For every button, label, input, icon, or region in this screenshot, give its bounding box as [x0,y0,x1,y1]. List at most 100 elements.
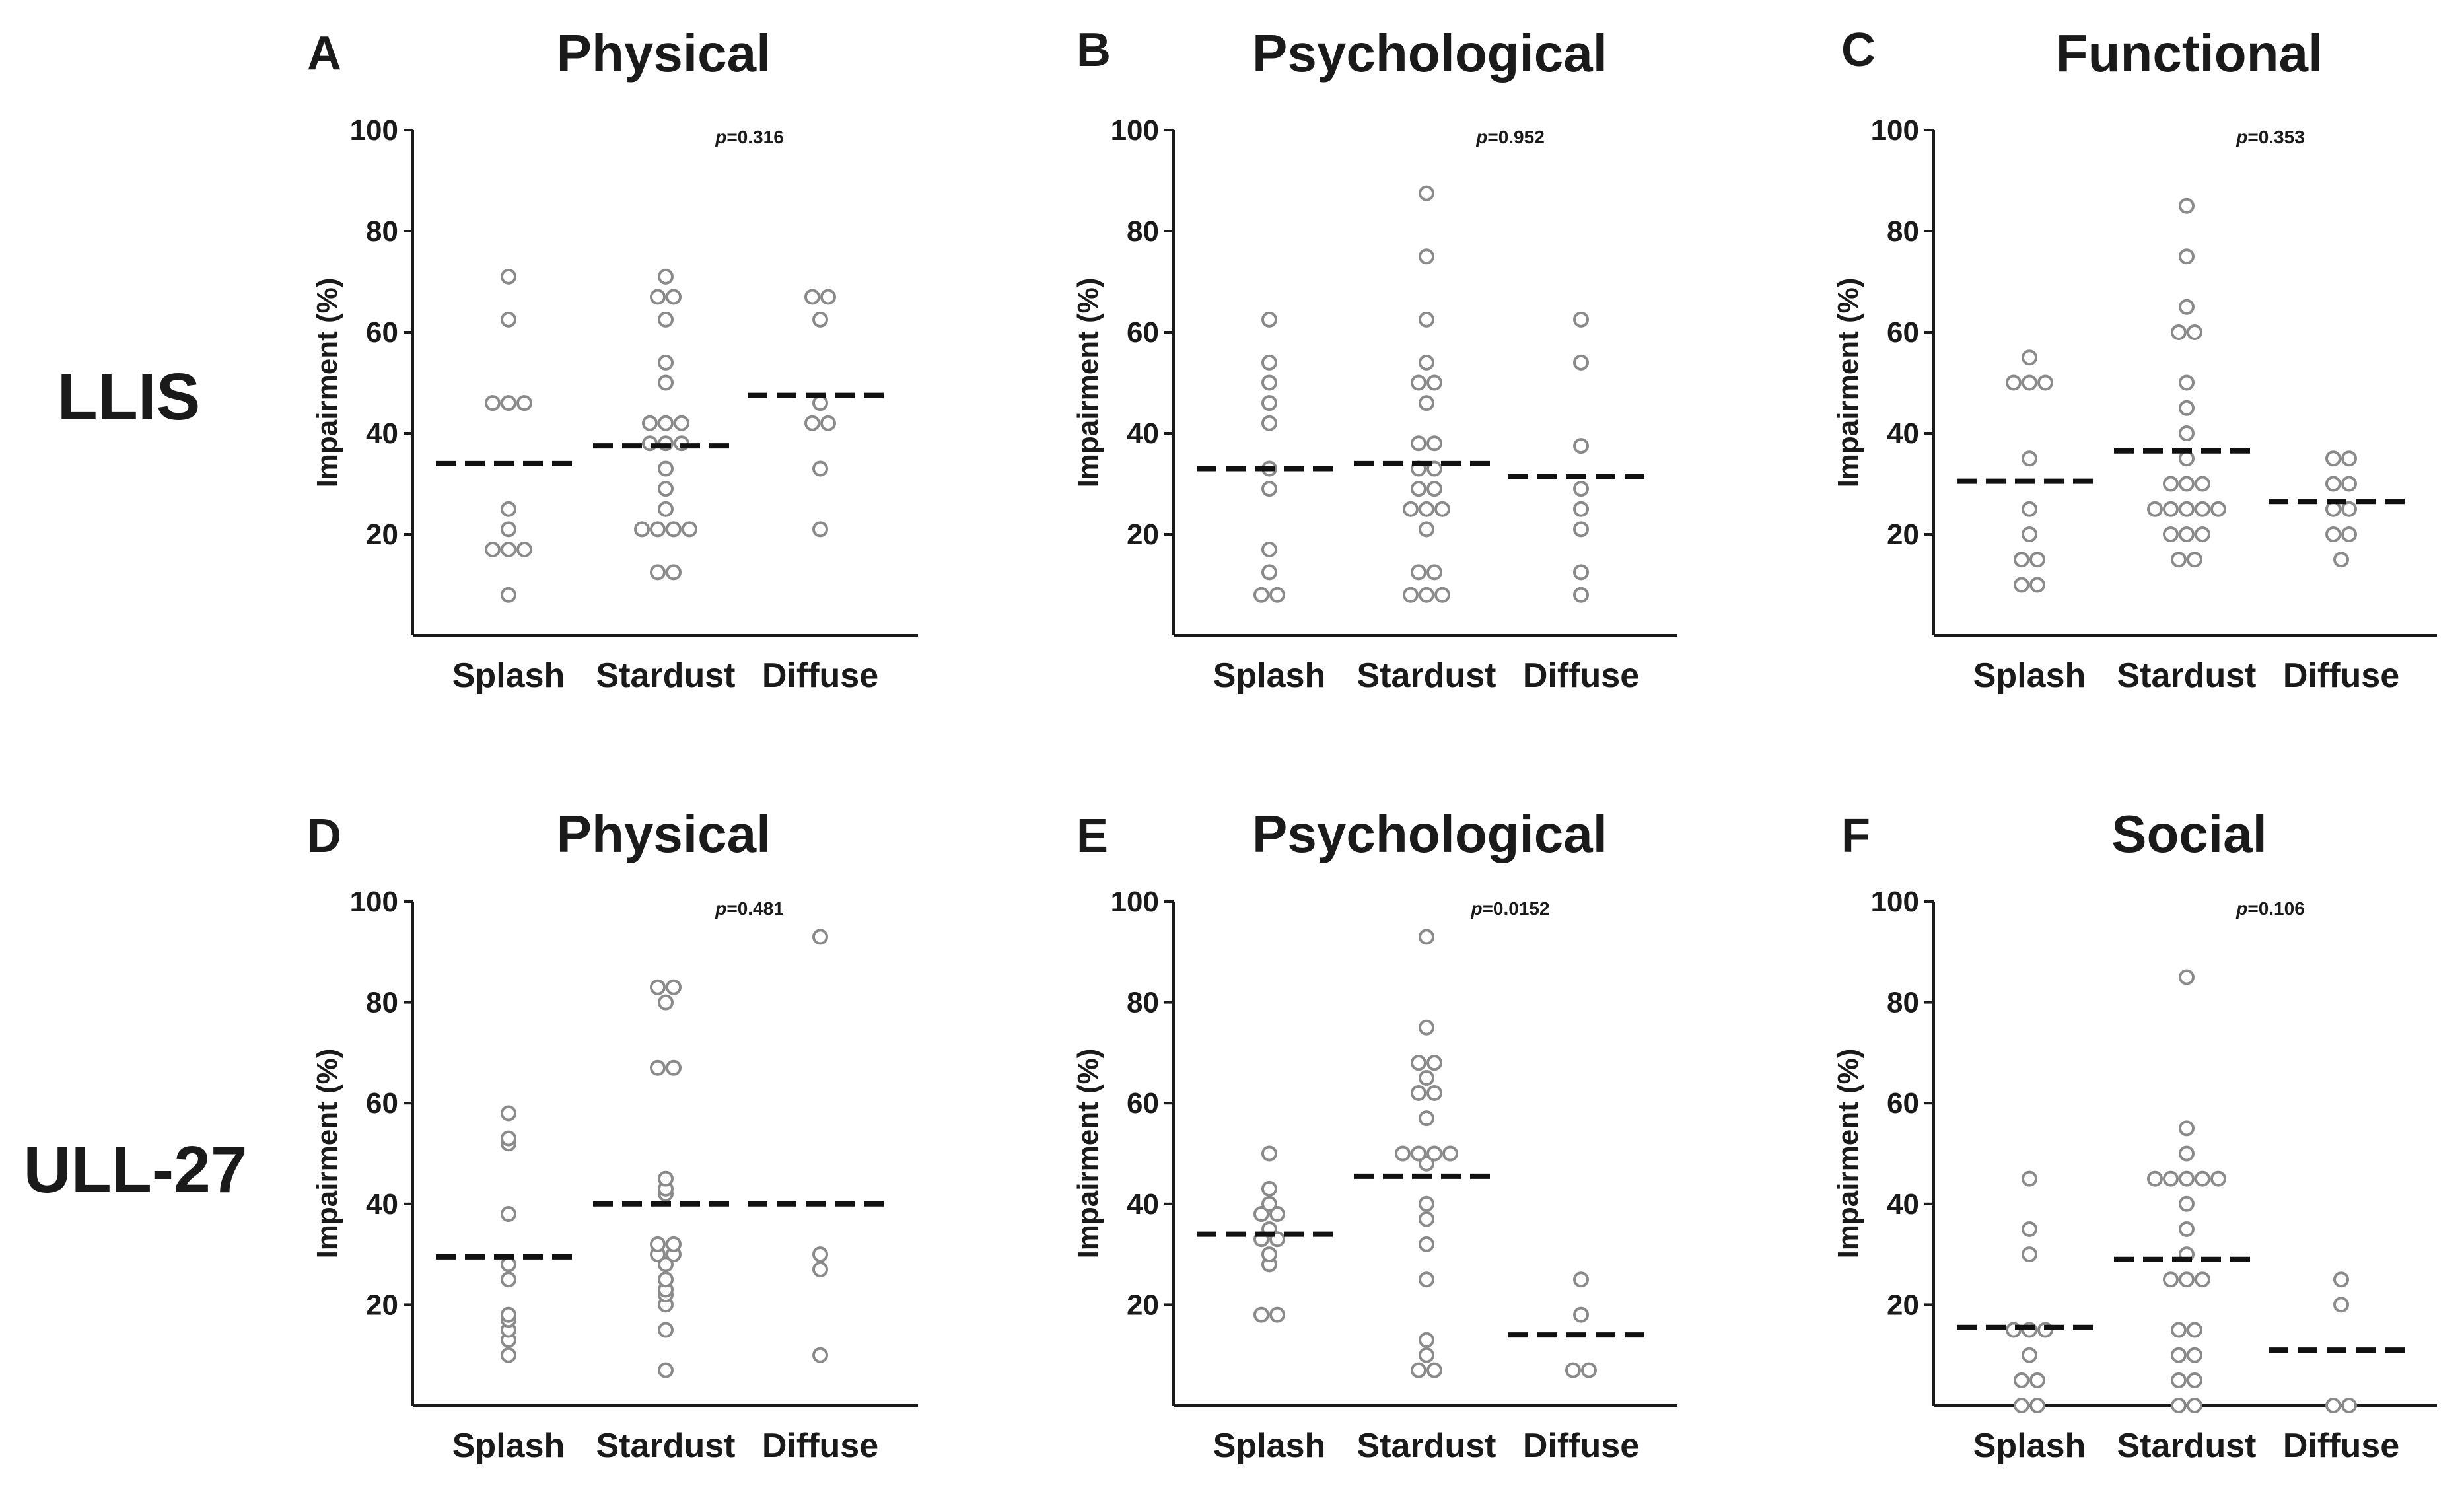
data-point [812,1246,828,1263]
category-label: Splash [1213,657,1326,695]
data-point [2022,1246,2037,1263]
y-tick-label: 100 [1111,886,1159,918]
data-point [2187,1372,2202,1388]
row-label-llis: LLIS [57,360,201,434]
data-point [2163,1271,2179,1288]
data-point [2029,1372,2045,1388]
y-tick-label: 20 [1887,518,1919,551]
panel-title: Functional [2056,24,2323,83]
data-point [501,395,516,411]
data-point [1419,1332,1434,1348]
data-point [1269,587,1285,603]
p-symbol: p [1470,898,1482,919]
data-point [2333,1271,2349,1288]
data-point [812,1261,828,1277]
data-point [1261,541,1277,557]
data-point [1269,1306,1285,1323]
panel-c: C Functional 20 40 60 80 100 Impairment (%) p=0.… [1832,24,2437,695]
data-point [2179,969,2195,985]
data-point [812,521,828,538]
data-point [1411,1055,1426,1071]
data-point [658,994,674,1011]
data-point [666,521,682,538]
data-point [1261,354,1277,371]
data-point [501,268,516,285]
data-point [682,521,697,538]
category-label: Stardust [1357,1427,1496,1465]
y-tick-label: 40 [366,1188,398,1221]
data-point [658,354,674,371]
data-point [812,929,828,945]
y-tick-label: 40 [1887,1188,1919,1221]
data-point [2014,552,2029,568]
panel-letter: C [1841,24,1876,77]
data-point [2171,1322,2187,1338]
data-point [666,979,682,995]
data-point [1411,1362,1426,1378]
data-point [2022,526,2037,542]
y-tick-label: 60 [1887,316,1919,349]
data-point [2171,324,2187,340]
data-point [1426,1085,1442,1101]
data-point [1411,374,1426,391]
data-point [2195,501,2210,517]
data-point [501,1206,516,1223]
data-point [2179,248,2195,265]
data-point [1419,354,1434,371]
data-point [485,541,501,557]
data-point [2210,1170,2226,1187]
data-point [2179,501,2195,517]
data-point [2341,450,2357,467]
panel-e: E Psychological 20 40 60 80 100 Impairment (%) p… [1072,804,1677,1465]
data-point [2179,1170,2195,1187]
data-point [1573,587,1589,603]
data-point [1419,311,1434,328]
y-axis-label: Impairment (%) [1832,278,1864,488]
data-point [501,1306,516,1323]
p-value: =0.316 [726,127,783,147]
data-point [2333,1297,2349,1313]
data-point [1442,1145,1458,1162]
data-point [1253,1306,1269,1323]
y-tick-label: 40 [366,417,398,450]
data-point [674,415,689,431]
data-point [658,415,674,431]
data-point [1419,587,1434,603]
y-tick-label: 60 [1127,1087,1159,1120]
data-point [2195,526,2210,542]
y-tick-label: 60 [366,1087,398,1120]
data-point [2171,1347,2187,1363]
data-point [2325,476,2341,492]
p-symbol: p [1475,127,1487,147]
category-label: Diffuse [762,657,878,695]
y-tick-label: 40 [1127,417,1159,450]
y-tick-label: 100 [1871,114,1919,147]
data-point [2210,501,2226,517]
y-tick-label: 60 [1887,1087,1919,1120]
data-point [658,1322,674,1338]
data-point [2187,1398,2202,1413]
data-point [1253,587,1269,603]
data-point [2179,450,2195,467]
data-point [1261,481,1277,497]
p-symbol: p [2235,127,2247,147]
category-label: Diffuse [1523,657,1639,695]
data-point [501,1256,516,1273]
panel-letter: F [1841,810,1870,863]
data-point [1269,1206,1285,1223]
p-value: =0.353 [2247,127,2304,147]
category-label: Stardust [596,657,736,695]
data-point [2325,526,2341,542]
data-point [2171,552,2187,568]
data-point [658,1256,674,1273]
data-point [1426,1055,1442,1071]
data-point [1419,1236,1434,1252]
panel-title: Psychological [1252,24,1607,83]
data-point [650,1236,666,1252]
data-point [1426,1362,1442,1378]
category-label: Stardust [2117,1427,2257,1465]
p-symbol: p [715,127,726,147]
data-point [666,289,682,305]
data-point [2179,197,2195,214]
category-label: Diffuse [1523,1427,1639,1465]
